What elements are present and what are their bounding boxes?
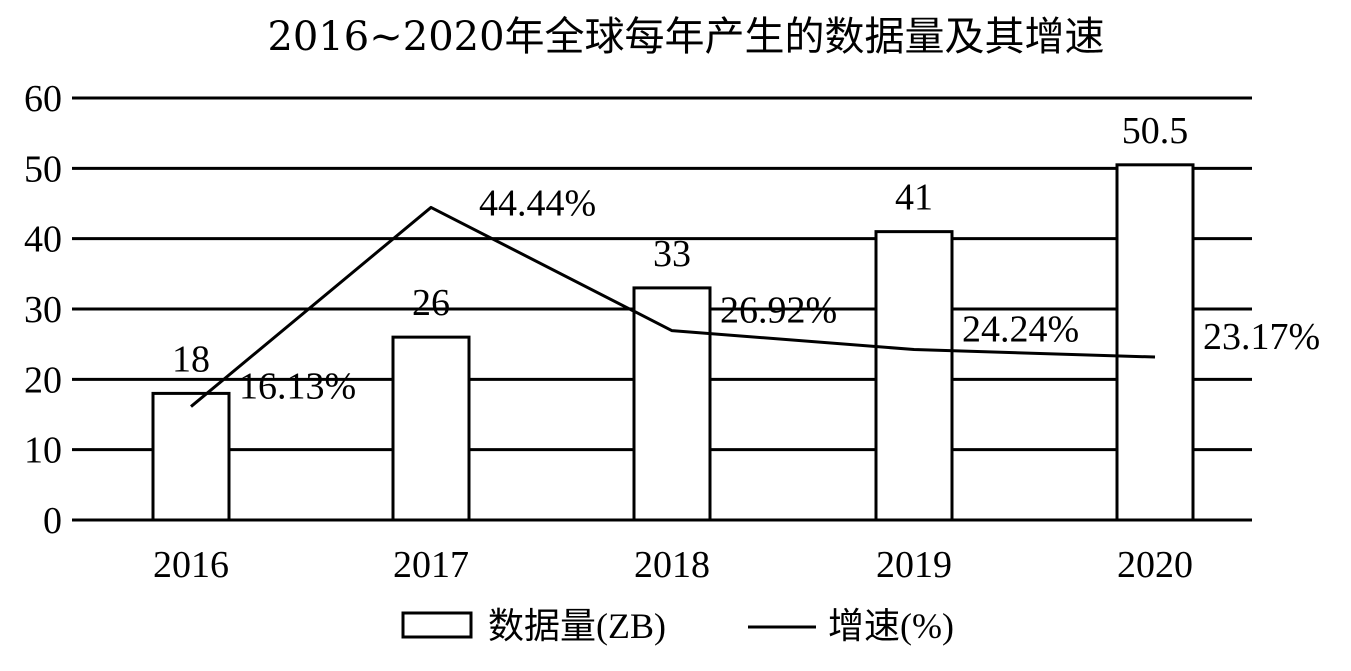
y-tick-label-60: 60 [24, 78, 62, 120]
bar-series [151, 163, 1195, 522]
bar-data-labels: 18 26 33 41 50.5 [172, 110, 1188, 381]
line-series [190, 205, 1156, 408]
y-tick-label-50: 50 [24, 148, 62, 190]
bar-2018 [632, 286, 712, 522]
bar-2019 [874, 230, 954, 522]
line-data-labels: 16.13% 44.44% 26.92% 24.24% 23.17% [239, 182, 1320, 407]
y-tick-label-40: 40 [24, 219, 62, 261]
bar-value-label-2018: 33 [653, 233, 691, 275]
y-tick-label-20: 20 [24, 359, 62, 401]
growth-rate-label-2018: 26.92% [720, 290, 837, 332]
x-label-2019: 2019 [876, 544, 952, 586]
growth-rate-label-2016: 16.13% [239, 366, 356, 408]
growth-rate-label-2019: 24.24% [962, 309, 1079, 351]
x-label-2017: 2017 [393, 544, 469, 586]
bar-value-label-2020: 50.5 [1122, 110, 1189, 152]
bar-2017 [391, 335, 471, 522]
bar-value-label-2017: 26 [412, 282, 450, 324]
y-axis-ticks: 0 10 20 30 40 50 60 [24, 78, 62, 542]
bar-value-label-2016: 18 [172, 338, 210, 380]
y-tick-label-0: 0 [43, 500, 62, 542]
bar-2016 [151, 391, 231, 522]
legend-label-line-series: 增速(%) [828, 606, 954, 646]
bar-value-label-2019: 41 [895, 177, 933, 219]
growth-rate-label-2020: 23.17% [1203, 316, 1320, 358]
bar-2020 [1115, 163, 1195, 522]
legend-bar-swatch [401, 611, 473, 639]
x-axis-labels: 2016 2017 2018 2019 2020 [153, 544, 1193, 586]
x-label-2016: 2016 [153, 544, 229, 586]
legend: 数据量(ZB) 增速(%) [401, 606, 954, 646]
legend-label-bar-series: 数据量(ZB) [488, 606, 666, 646]
growth-rate-label-2017: 44.44% [479, 182, 596, 224]
x-label-2018: 2018 [634, 544, 710, 586]
chart-title: 2016~2020年全球每年产生的数据量及其增速 [267, 14, 1104, 60]
y-tick-label-10: 10 [24, 430, 62, 472]
x-label-2020: 2020 [1117, 544, 1193, 586]
y-tick-label-30: 30 [24, 289, 62, 331]
